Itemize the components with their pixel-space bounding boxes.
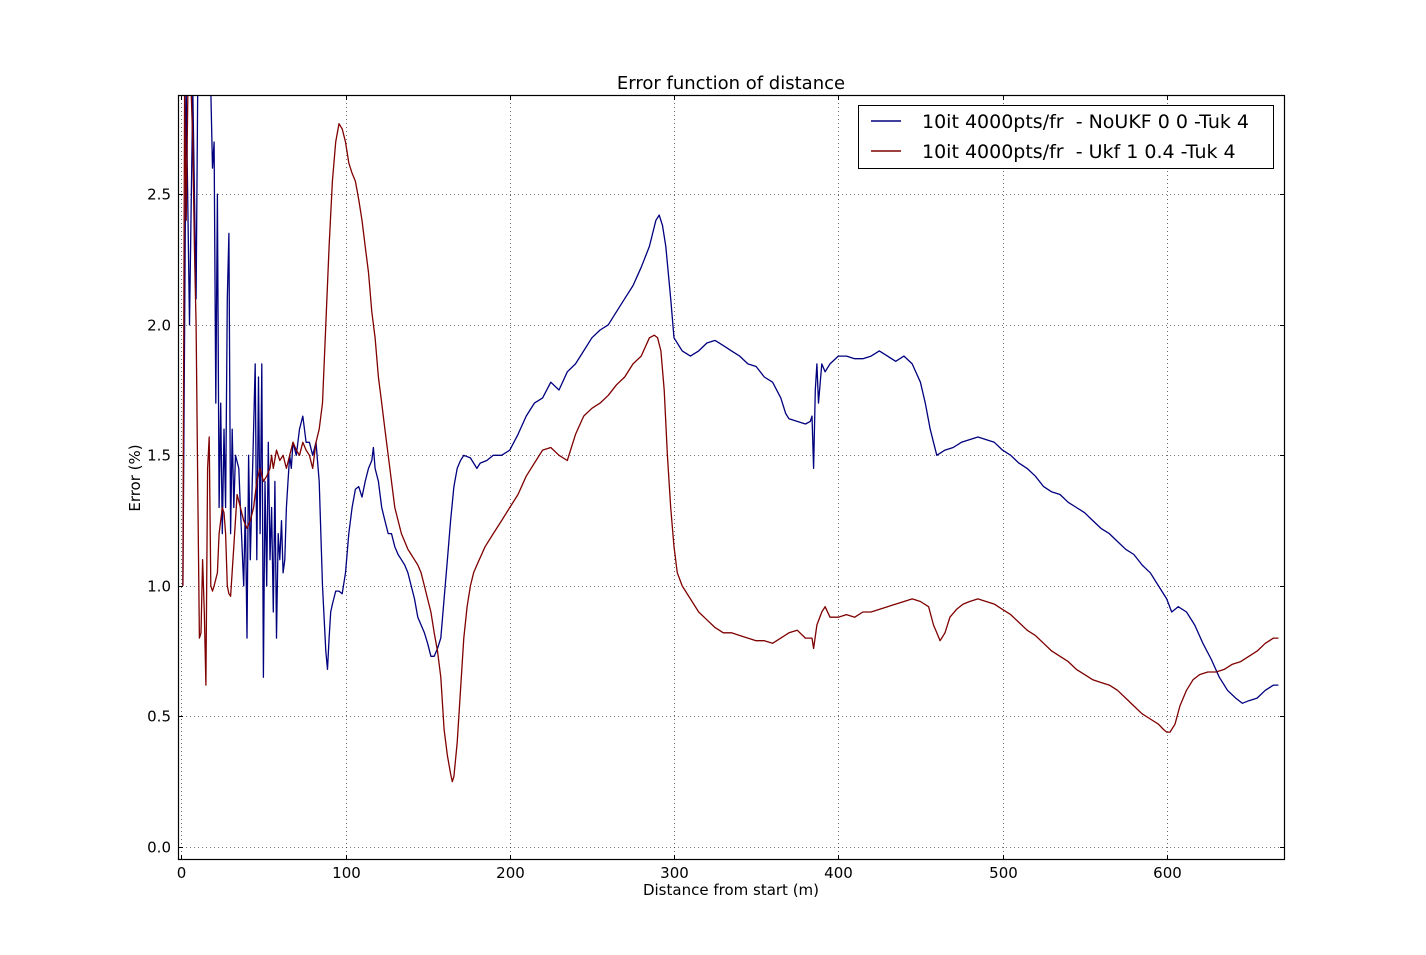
x-tick-label: 500 <box>989 864 1018 882</box>
chart-title: Error function of distance <box>617 73 845 94</box>
axes-frame <box>177 94 1286 861</box>
x-axis-label: Distance from start (m) <box>643 881 819 899</box>
x-tick-label: 600 <box>1153 864 1182 882</box>
y-tick-label: 0.5 <box>147 708 171 726</box>
series-layer <box>182 95 1279 783</box>
legend: 10it 4000pts/fr - NoUKF 0 0 -Tuk 4 10it … <box>858 105 1274 169</box>
legend-label-noukf: 10it 4000pts/fr - NoUKF 0 0 -Tuk 4 <box>922 111 1249 133</box>
x-tick-label: 300 <box>660 864 689 882</box>
y-tick-label: 1.5 <box>147 447 171 465</box>
y-tick-label: 0.0 <box>147 839 171 857</box>
series-line-0 <box>182 95 1279 704</box>
grid <box>178 95 1285 860</box>
legend-box <box>858 105 1274 169</box>
y-tick-label: 2.5 <box>147 186 171 204</box>
y-axis-label: Error (%) <box>126 444 144 511</box>
legend-label-ukf: 10it 4000pts/fr - Ukf 1 0.4 -Tuk 4 <box>922 141 1236 163</box>
x-tick-label: 200 <box>496 864 525 882</box>
x-tick-label: 0 <box>177 864 187 882</box>
plot-area <box>182 95 1279 783</box>
x-ticks: 0 100 200 300 400 500 600 <box>177 95 1182 882</box>
x-tick-label: 100 <box>332 864 361 882</box>
x-tick-label: 400 <box>824 864 853 882</box>
series-line-1 <box>182 95 1279 783</box>
y-tick-label: 2.0 <box>147 317 171 335</box>
y-tick-label: 1.0 <box>147 578 171 596</box>
y-ticks: 0.0 0.5 1.0 1.5 2.0 2.5 <box>147 186 1285 857</box>
